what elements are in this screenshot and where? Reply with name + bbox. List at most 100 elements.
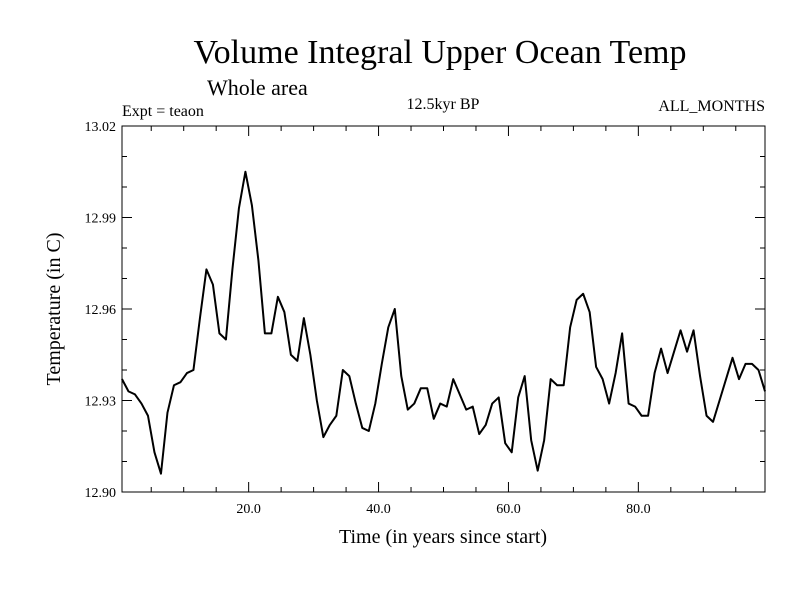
months-label: ALL_MONTHS bbox=[658, 98, 765, 115]
data-point bbox=[699, 375, 701, 377]
data-point bbox=[433, 418, 435, 420]
data-point bbox=[498, 396, 500, 399]
data-point bbox=[738, 378, 740, 380]
data-point bbox=[400, 375, 402, 377]
data-point bbox=[705, 415, 708, 417]
data-point bbox=[342, 369, 344, 371]
data-point bbox=[686, 351, 688, 353]
y-tick-label: 12.96 bbox=[85, 303, 117, 318]
data-point bbox=[238, 207, 240, 209]
data-point bbox=[218, 332, 221, 334]
data-point bbox=[277, 296, 279, 298]
data-point bbox=[543, 439, 545, 441]
x-tick-label: 60.0 bbox=[496, 502, 521, 517]
data-point bbox=[589, 311, 591, 313]
data-point bbox=[608, 402, 610, 405]
data-point bbox=[407, 409, 409, 411]
data-point bbox=[127, 390, 130, 392]
data-point bbox=[731, 357, 734, 359]
data-point bbox=[303, 317, 305, 319]
data-point bbox=[628, 402, 630, 405]
data-point bbox=[582, 293, 584, 295]
chart-title: Volume Integral Upper Ocean Temp bbox=[194, 34, 687, 71]
data-point bbox=[491, 402, 493, 405]
data-point bbox=[621, 332, 623, 334]
data-point bbox=[641, 415, 643, 417]
data-point bbox=[322, 436, 324, 438]
data-point bbox=[244, 171, 246, 173]
data-point bbox=[660, 348, 662, 350]
x-axis-label: Time (in years since start) bbox=[339, 526, 547, 548]
data-point bbox=[595, 366, 597, 368]
data-point bbox=[394, 308, 396, 310]
axis-ticks bbox=[122, 125, 765, 493]
data-point bbox=[212, 284, 214, 286]
plot-frame bbox=[121, 125, 766, 493]
y-tick-label: 12.90 bbox=[85, 486, 117, 501]
data-point bbox=[121, 378, 123, 380]
data-point bbox=[368, 430, 370, 432]
y-tick-label: 13.02 bbox=[85, 120, 117, 135]
data-point bbox=[381, 363, 383, 365]
data-point bbox=[666, 372, 669, 374]
data-point bbox=[718, 399, 721, 402]
x-tick-label: 40.0 bbox=[366, 502, 391, 517]
data-point bbox=[309, 354, 311, 356]
data-point bbox=[725, 378, 727, 380]
data-point bbox=[270, 332, 272, 334]
data-point bbox=[751, 363, 753, 365]
data-point bbox=[439, 402, 441, 405]
data-point bbox=[413, 402, 415, 405]
data-point bbox=[166, 412, 169, 414]
data-point bbox=[290, 354, 292, 356]
data-point bbox=[329, 424, 331, 426]
data-point bbox=[511, 451, 513, 453]
data-point bbox=[452, 378, 454, 380]
data-point bbox=[530, 439, 532, 441]
temperature-data-points bbox=[121, 171, 766, 475]
data-point bbox=[186, 372, 188, 374]
data-point bbox=[459, 393, 461, 395]
y-tick-label: 12.93 bbox=[85, 395, 117, 410]
chart-subtitle: Whole area bbox=[207, 75, 308, 100]
data-point bbox=[634, 406, 636, 408]
data-point bbox=[231, 268, 234, 270]
data-point bbox=[160, 473, 162, 475]
data-point bbox=[524, 375, 526, 377]
data-point bbox=[199, 317, 201, 319]
data-point bbox=[361, 427, 363, 429]
data-point bbox=[348, 375, 350, 377]
data-point bbox=[420, 387, 422, 389]
data-point bbox=[653, 372, 656, 374]
data-point bbox=[537, 470, 539, 472]
axis-tick-labels: 20.0 40.0 60.0 80.0 12.90 12.93 12.96 12.99 13.0… bbox=[85, 120, 651, 517]
data-point bbox=[712, 421, 714, 423]
data-point bbox=[426, 387, 428, 389]
data-point bbox=[673, 351, 675, 353]
data-point bbox=[179, 381, 182, 383]
data-point bbox=[134, 393, 136, 395]
data-point bbox=[472, 406, 474, 408]
x-tick-label: 20.0 bbox=[236, 502, 261, 517]
data-point bbox=[355, 402, 357, 405]
data-point bbox=[173, 384, 175, 386]
data-point bbox=[283, 311, 285, 313]
data-point bbox=[316, 399, 318, 402]
data-point bbox=[153, 451, 156, 453]
x-tick-label: 80.0 bbox=[626, 502, 651, 517]
data-point bbox=[192, 369, 195, 371]
data-point bbox=[205, 268, 208, 270]
data-point bbox=[556, 384, 558, 386]
data-point bbox=[615, 372, 617, 374]
data-point bbox=[140, 402, 143, 405]
data-point bbox=[485, 424, 487, 426]
data-point bbox=[387, 326, 389, 328]
data-point bbox=[647, 415, 649, 417]
period-label: 12.5kyr BP bbox=[407, 96, 480, 113]
y-axis-label: Temperature (in C) bbox=[43, 233, 65, 386]
data-point bbox=[602, 378, 604, 380]
data-point bbox=[225, 338, 227, 341]
data-point bbox=[374, 402, 376, 405]
data-point bbox=[264, 332, 266, 334]
